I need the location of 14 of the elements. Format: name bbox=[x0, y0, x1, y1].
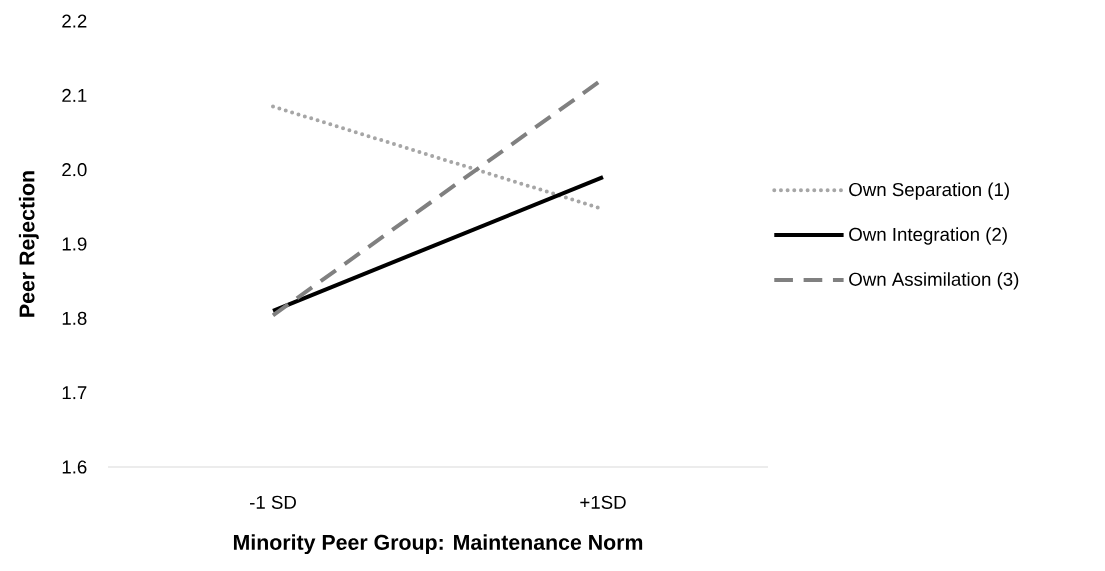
legend-label: Own Integration (2) bbox=[849, 227, 1007, 245]
legend-label: Own Assimilation (3) bbox=[849, 272, 1019, 290]
legend-label: Own Separation (1) bbox=[849, 182, 1009, 200]
y-axis-title: Peer Rejection bbox=[18, 171, 39, 317]
y-tick-label: 2.1 bbox=[62, 88, 87, 102]
y-tick-label: 2.0 bbox=[62, 163, 87, 177]
y-tick-label: 1.7 bbox=[62, 386, 87, 400]
x-axis-title: Minority Peer Group: Maintenance Norm bbox=[233, 534, 643, 555]
y-tick-label: 2.2 bbox=[62, 14, 87, 28]
x-tick-label: +1SD bbox=[580, 495, 626, 509]
y-tick-label: 1.9 bbox=[62, 237, 87, 251]
y-tick-label: 1.6 bbox=[62, 460, 87, 474]
y-tick-label: 1.8 bbox=[62, 311, 87, 325]
x-tick-label: -1 SD bbox=[249, 495, 296, 509]
